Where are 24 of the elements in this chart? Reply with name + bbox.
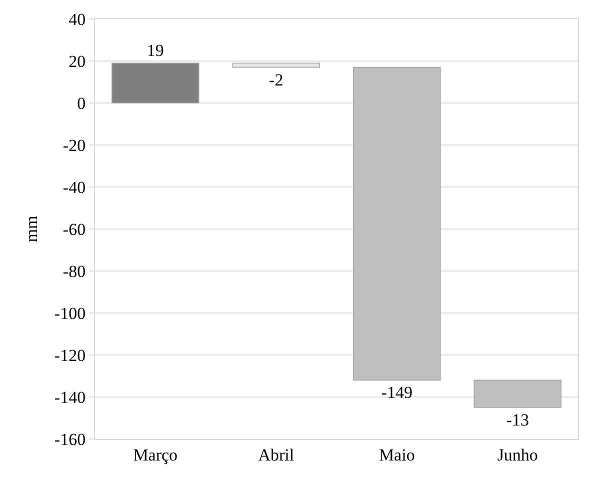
y-tick-label: -140: [54, 388, 86, 407]
x-tick-label: Março: [133, 445, 178, 464]
data-label: -149: [381, 383, 412, 402]
y-tick-label: -120: [54, 346, 86, 365]
x-tick-label: Abril: [258, 445, 294, 464]
y-tick-label: -20: [62, 136, 86, 155]
y-tick-label: 40: [68, 10, 86, 29]
y-axis-title: mm: [22, 216, 41, 242]
y-tick-label: 0: [77, 94, 86, 113]
data-label: 19: [146, 41, 164, 60]
bar: [474, 380, 562, 408]
x-tick-label: Maio: [378, 445, 415, 464]
data-label: -13: [506, 410, 529, 430]
y-tick-label: -160: [54, 430, 86, 449]
x-tick-label: Junho: [497, 445, 538, 464]
y-tick-label: 20: [68, 52, 86, 71]
bar: [112, 62, 200, 104]
data-label: -2: [269, 70, 284, 90]
y-tick-label: -80: [62, 262, 86, 281]
bar: [353, 66, 441, 381]
y-tick-label: -40: [62, 178, 86, 197]
y-tick-label: -100: [54, 304, 86, 323]
y-tick-label: -60: [62, 220, 86, 239]
bar: [232, 62, 320, 68]
